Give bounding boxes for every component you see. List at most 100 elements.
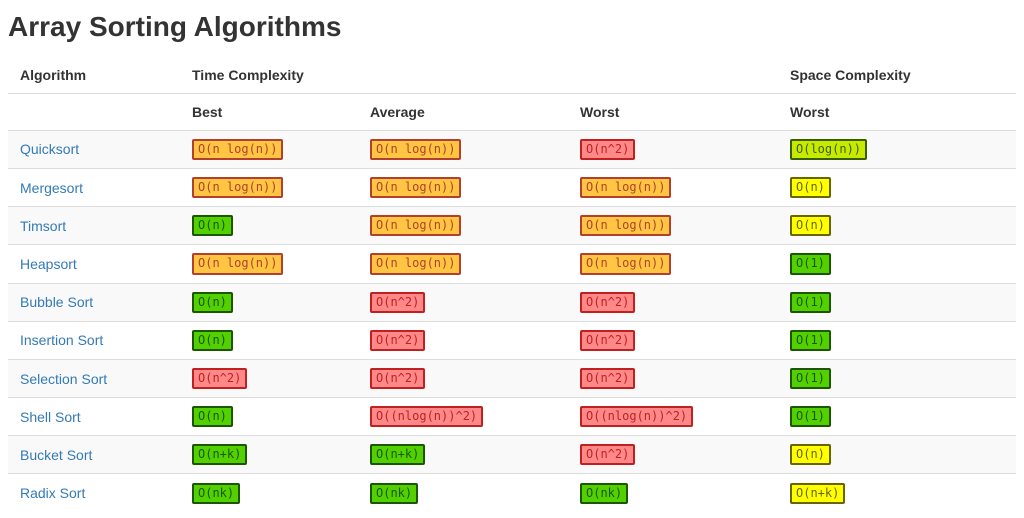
table-body: Quicksort O(n log(n)) O(n log(n)) O(n^2) O(l… xyxy=(8,129,1016,512)
space-complexity-badge: O(n) xyxy=(790,215,831,237)
average-complexity-badge: O(n log(n)) xyxy=(370,138,462,160)
average-complexity-badge: O(n log(n)) xyxy=(370,253,462,275)
table-row: Quicksort O(n log(n)) O(n log(n)) O(n^2) O(l… xyxy=(8,129,1016,169)
algorithm-link[interactable]: Selection Sort xyxy=(20,370,108,387)
best-complexity-badge: O(n log(n)) xyxy=(192,138,284,160)
space-cell: O(1) xyxy=(782,282,1016,322)
best-cell: O(n log(n)) xyxy=(184,244,362,284)
average-cell: O(nk) xyxy=(362,473,572,512)
algorithm-link[interactable]: Mergesort xyxy=(20,179,84,196)
space-complexity-badge: O(1) xyxy=(790,329,831,351)
space-complexity-badge: O(n) xyxy=(790,176,831,199)
algorithm-link[interactable]: Heapsort xyxy=(20,255,77,272)
sorting-algorithms-table: Algorithm Time Complexity Space Complexi… xyxy=(8,56,1016,512)
best-complexity-badge: O(n) xyxy=(192,291,233,313)
col-header-algorithm: Algorithm xyxy=(8,56,184,94)
worst-complexity-badge: O(n log(n)) xyxy=(580,215,672,237)
space-complexity-badge: O(1) xyxy=(790,406,831,428)
algorithm-link[interactable]: Shell Sort xyxy=(20,408,81,425)
table-row: Heapsort O(n log(n)) O(n log(n)) O(n log(n)… xyxy=(8,244,1016,284)
worst-cell: O(nk) xyxy=(572,473,782,512)
space-cell: O(log(n)) xyxy=(782,129,1016,169)
worst-cell: O(n^2) xyxy=(572,435,782,474)
algorithm-link[interactable]: Quicksort xyxy=(20,141,80,158)
subheader-worst: Worst xyxy=(572,93,782,131)
best-cell: O(n) xyxy=(184,320,362,360)
best-cell: O(n) xyxy=(184,282,362,322)
header-group-row: Algorithm Time Complexity Space Complexi… xyxy=(8,56,1016,94)
algorithm-cell: Radix Sort xyxy=(8,473,184,512)
worst-complexity-badge: O(n^2) xyxy=(580,329,636,351)
space-complexity-badge: O(n) xyxy=(790,444,831,466)
average-cell: O(n log(n)) xyxy=(362,167,572,207)
algorithm-cell: Mergesort xyxy=(8,167,184,207)
col-header-space-complexity: Space Complexity xyxy=(782,56,1016,94)
algorithm-link[interactable]: Bubble Sort xyxy=(20,294,94,311)
space-cell: O(1) xyxy=(782,397,1016,436)
space-complexity-badge: O(1) xyxy=(790,253,831,275)
average-cell: O(n log(n)) xyxy=(362,129,572,169)
space-cell: O(n) xyxy=(782,206,1016,245)
average-cell: O(n log(n)) xyxy=(362,206,572,245)
algorithm-cell: Bucket Sort xyxy=(8,435,184,474)
worst-complexity-badge: O((nlog(n))^2) xyxy=(580,406,694,428)
best-complexity-badge: O(n log(n)) xyxy=(192,176,284,199)
average-complexity-badge: O((nlog(n))^2) xyxy=(370,406,484,428)
algorithm-link[interactable]: Bucket Sort xyxy=(20,446,93,463)
subheader-empty xyxy=(8,93,184,131)
worst-complexity-badge: O(n log(n)) xyxy=(580,176,672,199)
average-complexity-badge: O(n^2) xyxy=(370,367,426,390)
worst-complexity-badge: O(nk) xyxy=(580,482,629,504)
space-complexity-badge: O(1) xyxy=(790,367,831,390)
space-cell: O(n+k) xyxy=(782,473,1016,512)
worst-complexity-badge: O(n^2) xyxy=(580,367,636,390)
table-row: Timsort O(n) O(n log(n)) O(n log(n)) O(n) xyxy=(8,206,1016,245)
space-cell: O(1) xyxy=(782,358,1016,398)
worst-complexity-badge: O(n^2) xyxy=(580,138,636,160)
algorithm-link[interactable]: Timsort xyxy=(20,217,67,234)
page-title: Array Sorting Algorithms xyxy=(8,11,342,42)
worst-cell: O(n log(n)) xyxy=(572,206,782,245)
worst-cell: O(n^2) xyxy=(572,320,782,360)
average-cell: O(n^2) xyxy=(362,320,572,360)
worst-complexity-badge: O(n^2) xyxy=(580,291,636,313)
algorithm-cell: Insertion Sort xyxy=(8,320,184,360)
best-cell: O(n log(n)) xyxy=(184,167,362,207)
algorithm-cell: Heapsort xyxy=(8,244,184,284)
algorithm-cell: Quicksort xyxy=(8,129,184,169)
table-header: Algorithm Time Complexity Space Complexi… xyxy=(8,56,1016,131)
worst-complexity-badge: O(n log(n)) xyxy=(580,253,672,275)
table-row: Radix Sort O(nk) O(nk) O(nk) O(n+k) xyxy=(8,473,1016,512)
worst-cell: O(n log(n)) xyxy=(572,244,782,284)
col-header-time-complexity: Time Complexity xyxy=(184,56,782,94)
best-complexity-badge: O(nk) xyxy=(192,482,241,504)
algorithm-link[interactable]: Radix Sort xyxy=(20,485,86,502)
algorithm-cell: Shell Sort xyxy=(8,397,184,436)
best-complexity-badge: O(n) xyxy=(192,406,233,428)
average-complexity-badge: O(n^2) xyxy=(370,291,426,313)
best-cell: O(nk) xyxy=(184,473,362,512)
space-complexity-badge: O(n+k) xyxy=(790,482,846,504)
table-row: Selection Sort O(n^2) O(n^2) O(n^2) O(1) xyxy=(8,358,1016,398)
space-complexity-badge: O(log(n)) xyxy=(790,138,868,160)
algorithm-link[interactable]: Insertion Sort xyxy=(20,332,104,349)
subheader-row: Best Average Worst Worst xyxy=(8,93,1016,131)
table-row: Mergesort O(n log(n)) O(n log(n)) O(n log(n… xyxy=(8,167,1016,207)
space-cell: O(1) xyxy=(782,320,1016,360)
space-cell: O(n) xyxy=(782,167,1016,207)
worst-cell: O(n^2) xyxy=(572,358,782,398)
worst-cell: O(n^2) xyxy=(572,282,782,322)
average-cell: O(n+k) xyxy=(362,435,572,474)
table-row: Shell Sort O(n) O((nlog(n))^2) O((nlog(n))^… xyxy=(8,397,1016,436)
algorithm-cell: Timsort xyxy=(8,206,184,245)
average-complexity-badge: O(n^2) xyxy=(370,329,426,351)
best-cell: O(n+k) xyxy=(184,435,362,474)
space-cell: O(1) xyxy=(782,244,1016,284)
average-cell: O((nlog(n))^2) xyxy=(362,397,572,436)
worst-cell: O(n log(n)) xyxy=(572,167,782,207)
average-cell: O(n^2) xyxy=(362,282,572,322)
table-row: Insertion Sort O(n) O(n^2) O(n^2) O(1) xyxy=(8,320,1016,360)
average-complexity-badge: O(n log(n)) xyxy=(370,215,462,237)
average-cell: O(n^2) xyxy=(362,358,572,398)
